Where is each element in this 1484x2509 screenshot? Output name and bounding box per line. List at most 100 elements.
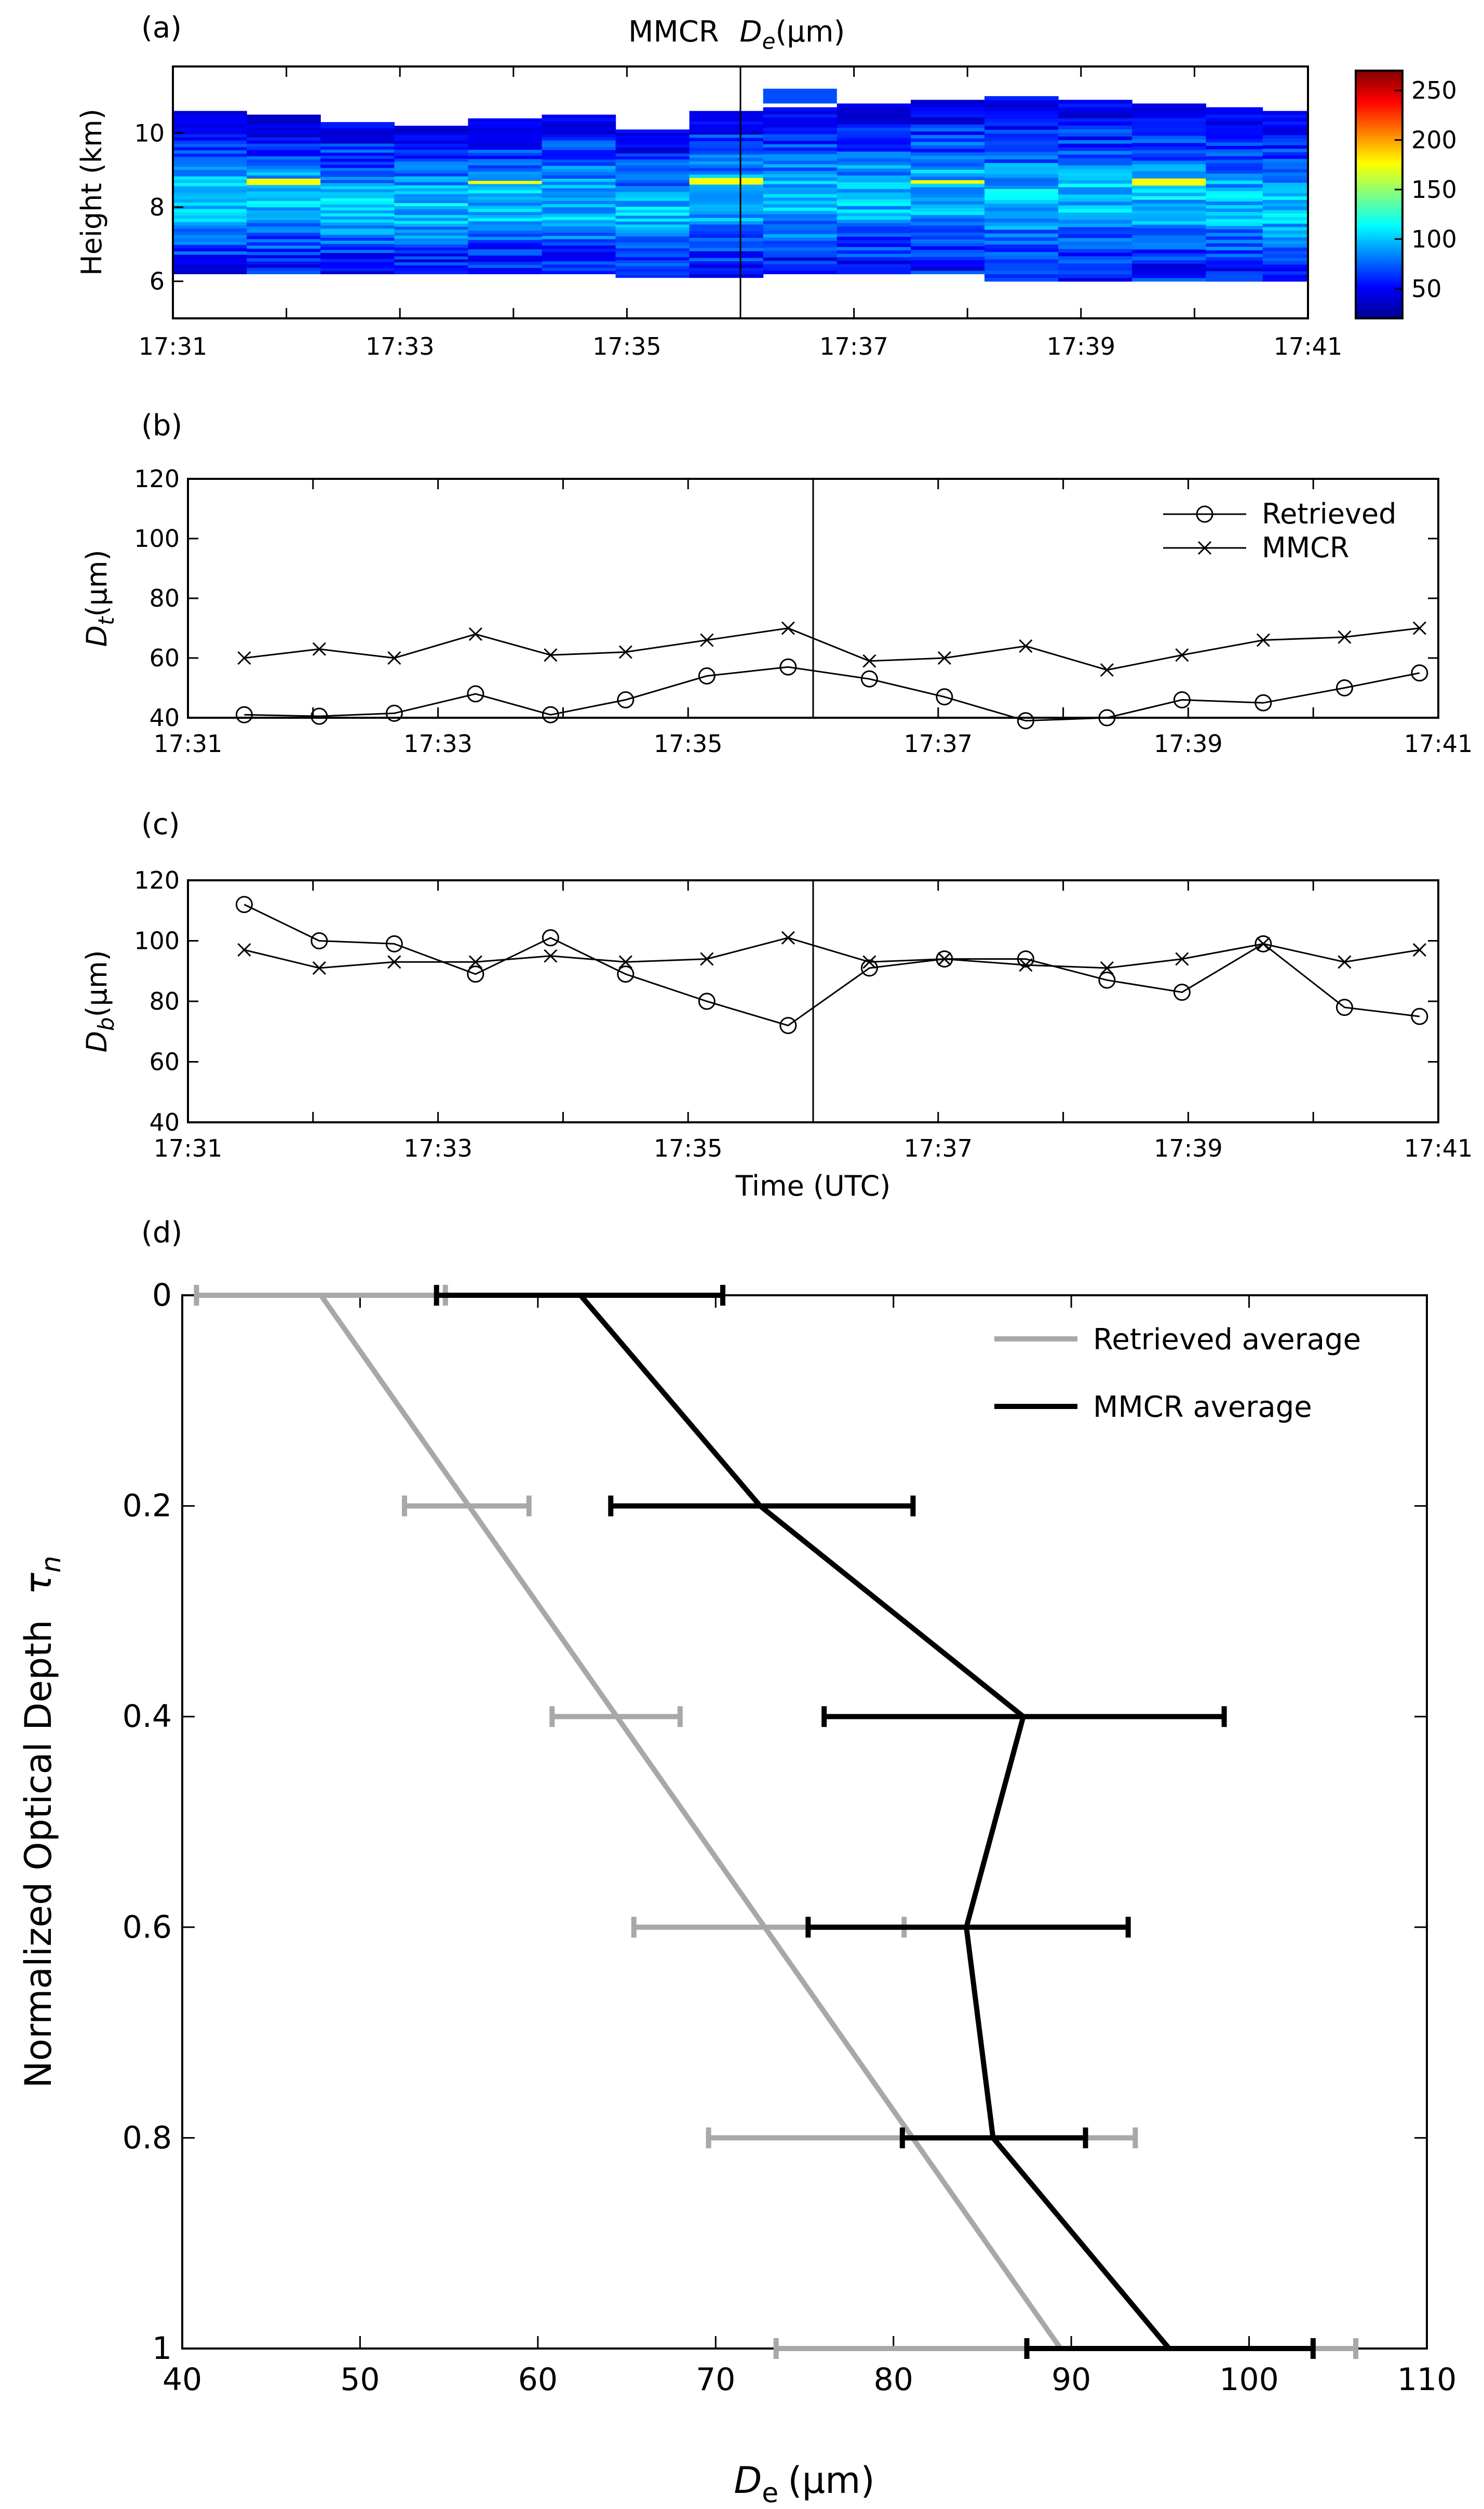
heatmap-cell [1058,245,1132,249]
heatmap-cell [689,187,764,192]
heatmap-cell [394,131,468,135]
heatmap-cell [984,214,1059,219]
heatmap-cells [173,88,1308,282]
heatmap-cell [468,227,543,231]
heatmap-cell [1262,145,1308,149]
heatmap-cell [320,249,395,253]
heatmap-cell [984,163,1059,167]
heatmap-cell [320,158,395,162]
heatmap-cell [394,238,468,242]
heatmap-cell [689,164,764,168]
heatmap-cell [1262,189,1308,193]
heatmap-cell [1262,247,1308,251]
heatmap-cell [615,212,690,216]
heatmap-cell [542,143,616,147]
heatmap-cell [837,124,911,128]
panel-d-y-tick-label: 0 [152,1277,172,1313]
heatmap-cell [1058,162,1132,166]
panel-c-retrieved-point [235,896,253,914]
heatmap-cell [984,111,1059,115]
heatmap-cell [837,243,911,247]
heatmap-cell [689,160,764,165]
heatmap-cell [689,111,764,115]
heatmap-cell [615,197,690,201]
heatmap-cell [394,262,468,265]
heatmap-cell [1132,185,1206,190]
panel-c-mmcr-point [1019,958,1033,972]
heatmap-cell [468,171,543,175]
heatmap-cell [542,213,616,217]
heatmap-cell [1262,162,1308,166]
panel-b-label: (b) [141,409,182,442]
heatmap-cell [984,207,1059,211]
heatmap-cell [320,137,395,141]
heatmap-cell [542,114,616,118]
heatmap-cell [1262,264,1308,269]
heatmap-cell [1132,238,1206,243]
panel-d: (d) 40 50 60 70 80 90 100 110 0 0.2 0.4 0.6 0.8 1 De (… [17,1216,1456,2509]
heatmap-cell [542,140,616,144]
heatmap-cell [247,124,321,128]
panel-d-ylabel-text: Normalized Optical Depth [17,1620,60,2088]
heatmap-cell [173,254,247,258]
heatmap-cell [542,130,616,135]
heatmap-cell [1206,131,1263,136]
heatmap-cell [1206,236,1263,240]
heatmap-cell [689,154,764,158]
heatmap-cell [173,202,247,206]
heatmap-cell [1206,267,1263,272]
heatmap-cell [320,259,395,262]
heatmap-cell [394,164,468,168]
heatmap-cell [1132,121,1206,125]
heatmap-cell [984,185,1059,189]
heatmap-cell [468,249,543,253]
heatmap-cell [910,138,985,142]
panel-c-mmcr-point [700,952,714,966]
heatmap-cell [615,177,690,180]
heatmap-cell [689,197,764,202]
heatmap-cell [615,192,690,195]
heatmap-cell [837,147,911,152]
heatmap-cell [615,215,690,219]
heatmap-cell [910,260,985,264]
heatmap-cell [1132,103,1206,108]
panel-b-x-tick-label: 17:37 [904,730,973,758]
heatmap-cell [763,224,838,228]
panel-c-retrieved-point [1411,1008,1428,1025]
heatmap-cell [1132,231,1206,236]
heatmap-cell [173,176,247,180]
heatmap-cell [1206,177,1263,181]
panel-a-title-sub: e [762,29,776,54]
heatmap-cell [1206,243,1263,247]
heatmap-cell [1132,252,1206,257]
heatmap-cell [910,173,985,177]
panel-b-mmcr-point [937,651,951,665]
panel-b-retrieved-point [779,658,797,676]
heatmap-cell [615,203,690,207]
heatmap-cell [1206,211,1263,216]
heatmap-cell [1206,163,1263,167]
heatmap-cell [1132,271,1206,275]
heatmap-cell [984,178,1059,182]
heatmap-cell [615,185,690,189]
heatmap-cell [615,168,690,171]
panel-c-y-tick-label: 100 [134,927,180,955]
panel-d-ylabel-sym-sub: n [36,1555,67,1573]
heatmap-cell [1206,222,1263,226]
heatmap-cell [247,229,321,233]
heatmap-cell [320,243,395,247]
panel-a-y-tick-label: 10 [134,119,165,147]
heatmap-cell [320,140,395,144]
heatmap-cell [1132,260,1206,264]
heatmap-cell [468,211,543,216]
heatmap-cell [468,199,543,203]
heatmap-cell [689,234,764,238]
heatmap-cell [173,169,247,173]
heatmap-cell [1058,256,1132,260]
heatmap-cell [689,240,764,245]
heatmap-cell [910,100,985,104]
colorbar-tick-label: 150 [1411,176,1457,204]
panel-c-y-tick-label: 80 [149,987,180,1015]
heatmap-cell [1262,203,1308,207]
heatmap-cell [468,130,543,135]
